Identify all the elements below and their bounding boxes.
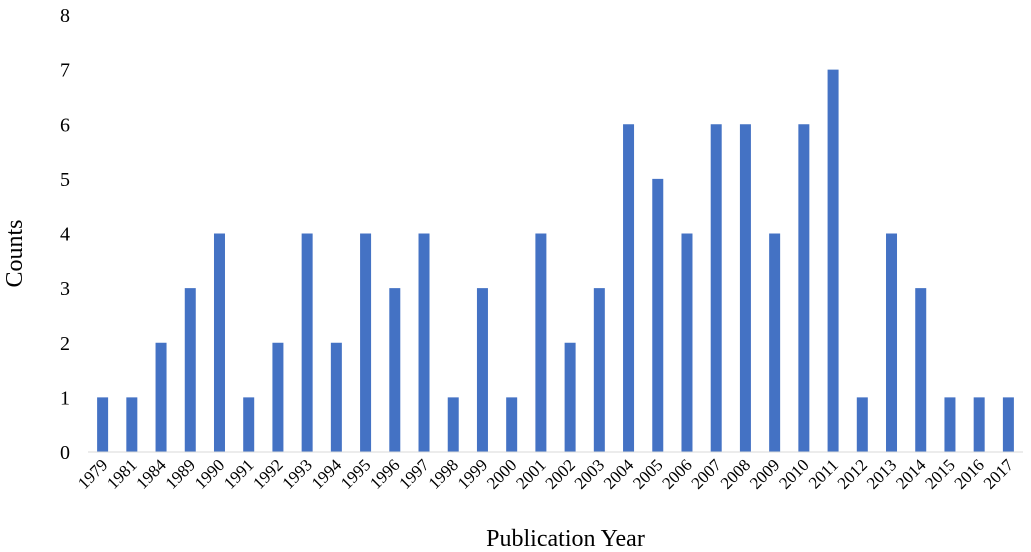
x-tick-label: 2012 (834, 455, 871, 492)
y-tick-label: 2 (60, 333, 70, 355)
bars (97, 69, 1014, 452)
bar-1998 (447, 397, 459, 452)
bar-2002 (564, 342, 576, 452)
x-tick-label: 2017 (980, 455, 1018, 493)
x-tick-label: 2001 (512, 455, 549, 492)
x-tick-label: 1990 (191, 455, 228, 492)
x-tick-label: 2008 (717, 455, 754, 492)
bar-2014 (915, 288, 927, 452)
bar-1984 (155, 342, 167, 452)
bar-1979 (97, 397, 109, 452)
bar-2013 (886, 233, 898, 452)
bar-2011 (827, 69, 839, 452)
x-tick-label: 1981 (103, 455, 140, 492)
x-tick-label: 2003 (571, 455, 608, 492)
bar-2015 (944, 397, 956, 452)
x-tick-label: 2011 (805, 455, 842, 492)
x-tick-label: 1979 (74, 455, 111, 492)
bar-2016 (973, 397, 985, 452)
x-tick-label: 1989 (162, 455, 199, 492)
bar-1981 (126, 397, 138, 452)
x-tick-label: 2015 (921, 455, 958, 492)
y-tick-label: 3 (60, 278, 70, 300)
bar-2000 (506, 397, 518, 452)
bar-2006 (681, 233, 693, 452)
x-tick-label: 2010 (775, 455, 812, 492)
bar-1989 (184, 288, 196, 452)
bar-2003 (593, 288, 605, 452)
x-tick-label: 1997 (395, 455, 433, 493)
y-axis-ticks: 0 1 2 3 4 5 6 7 8 (60, 5, 70, 464)
x-tick-label: 2013 (863, 455, 900, 492)
y-tick-label: 7 (60, 60, 70, 82)
x-tick-label: 1994 (308, 455, 346, 493)
bar-2005 (652, 178, 664, 452)
bar-2017 (1002, 397, 1014, 452)
x-tick-label: 1995 (337, 455, 374, 492)
x-tick-label: 2007 (688, 455, 726, 493)
x-tick-label: 2006 (658, 455, 695, 492)
bar-1990 (213, 233, 225, 452)
x-tick-label: 1984 (132, 455, 170, 493)
x-tick-label: 1998 (425, 455, 462, 492)
bar-2009 (769, 233, 781, 452)
y-axis-title: Counts (2, 219, 28, 287)
y-tick-label: 0 (60, 442, 70, 464)
bar-1991 (243, 397, 255, 452)
x-tick-label: 2004 (600, 455, 638, 493)
y-tick-label: 8 (60, 5, 70, 27)
x-tick-label: 1993 (278, 455, 315, 492)
x-tick-label: 2009 (746, 455, 783, 492)
x-axis-ticks: 1979198119841989199019911992199319941995… (74, 455, 1018, 493)
bar-1996 (389, 288, 401, 452)
bar-2008 (739, 124, 751, 452)
bar-1994 (330, 342, 342, 452)
y-tick-label: 6 (60, 114, 70, 136)
y-tick-label: 4 (60, 224, 70, 246)
x-tick-label: 1996 (366, 455, 403, 492)
x-tick-label: 1992 (249, 455, 286, 492)
x-tick-label: 1991 (220, 455, 257, 492)
bar-1995 (360, 233, 372, 452)
bar-2012 (856, 397, 868, 452)
x-tick-label: 2002 (541, 455, 578, 492)
bar-1992 (272, 342, 284, 452)
bar-2010 (798, 124, 810, 452)
bar-1999 (476, 288, 488, 452)
x-tick-label: 2000 (483, 455, 520, 492)
bar-2001 (535, 233, 547, 452)
bar-1997 (418, 233, 430, 452)
x-tick-label: 2005 (629, 455, 666, 492)
x-tick-label: 1999 (454, 455, 491, 492)
bar-1993 (301, 233, 313, 452)
x-axis-title: Publication Year (486, 526, 645, 552)
x-tick-label: 2016 (951, 455, 988, 492)
y-tick-label: 5 (60, 169, 70, 191)
bar-2004 (623, 124, 635, 452)
x-tick-label: 2014 (892, 455, 930, 493)
bar-2007 (710, 124, 722, 452)
y-tick-label: 1 (60, 387, 70, 409)
